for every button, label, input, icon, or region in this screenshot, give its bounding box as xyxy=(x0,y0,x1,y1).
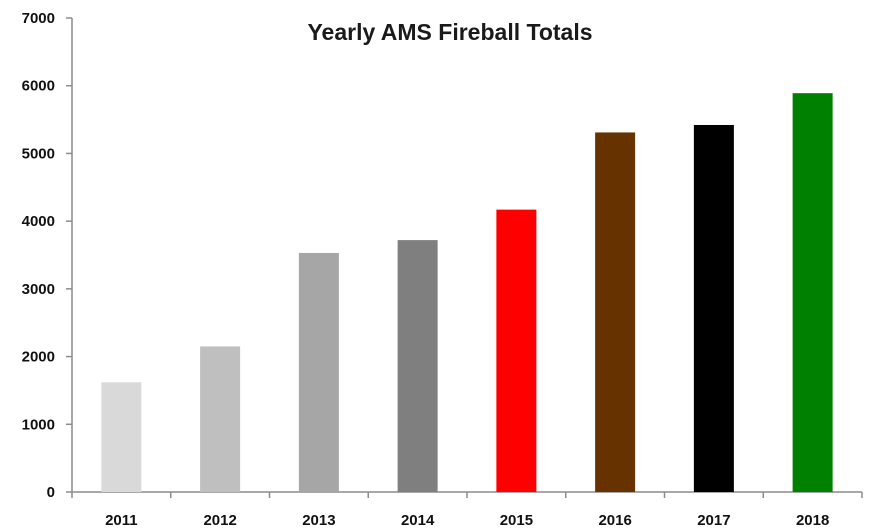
bar-2012 xyxy=(200,346,241,492)
y-tick-label: 5000 xyxy=(22,145,55,162)
y-tick-label: 0 xyxy=(47,484,55,501)
x-tick-label: 2015 xyxy=(500,512,533,528)
bar-2014 xyxy=(397,240,438,492)
x-axis: 2011 2012 2013 2014 2015 2016 2017 2018 xyxy=(71,491,863,528)
y-tick-label: 2000 xyxy=(22,349,55,366)
x-tick-label: 2011 xyxy=(105,512,138,528)
y-tick-label: 1000 xyxy=(22,416,55,433)
bar-2018 xyxy=(792,93,833,493)
bar-2017 xyxy=(693,124,734,492)
bar-2016 xyxy=(595,132,636,493)
y-tick-label: 4000 xyxy=(22,213,55,230)
bars xyxy=(101,93,833,493)
y-tick-label: 7000 xyxy=(22,10,55,27)
x-tick-label: 2016 xyxy=(598,512,631,528)
x-tick-label: 2017 xyxy=(697,512,730,528)
x-tick-label: 2013 xyxy=(302,512,335,528)
x-tick-label: 2012 xyxy=(203,512,236,528)
chart-title: Yearly AMS Fireball Totals xyxy=(307,19,592,45)
y-tick-label: 6000 xyxy=(22,78,55,95)
x-tick-label: 2014 xyxy=(401,512,435,528)
bar-2013 xyxy=(298,252,339,492)
y-tick-label: 3000 xyxy=(22,281,55,298)
x-tick-label: 2018 xyxy=(796,512,829,528)
bar-2011 xyxy=(101,382,142,492)
bar-2015 xyxy=(496,209,537,493)
y-axis: 0 1000 2000 3000 4000 5000 6000 7000 xyxy=(22,10,73,501)
